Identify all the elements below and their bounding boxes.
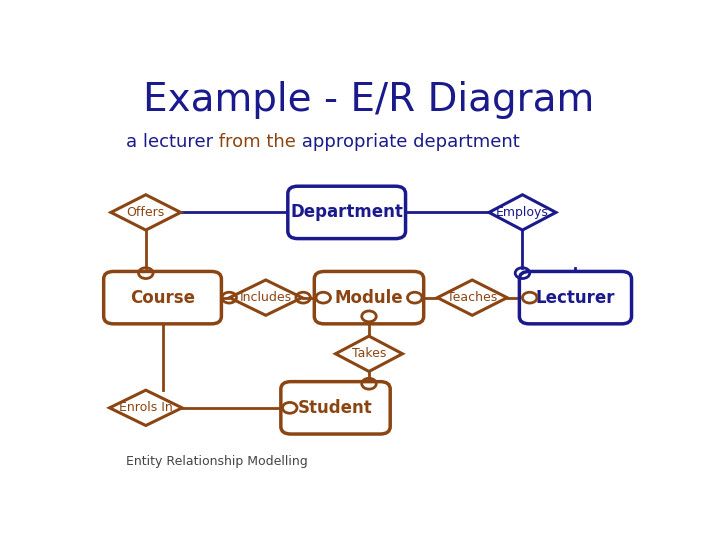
- Text: Includes: Includes: [240, 291, 292, 304]
- Text: Department: Department: [290, 204, 403, 221]
- Polygon shape: [230, 280, 302, 315]
- Text: Enrols In: Enrols In: [119, 401, 173, 414]
- Text: Example - E/R Diagram: Example - E/R Diagram: [143, 81, 595, 119]
- Text: Teaches: Teaches: [447, 291, 498, 304]
- FancyBboxPatch shape: [104, 272, 222, 324]
- FancyBboxPatch shape: [519, 272, 631, 324]
- Text: Course: Course: [130, 289, 195, 307]
- FancyBboxPatch shape: [281, 382, 390, 434]
- Text: Employs: Employs: [496, 206, 549, 219]
- Text: a lecturer: a lecturer: [126, 133, 213, 151]
- Text: Lecturer: Lecturer: [536, 289, 615, 307]
- Text: Offers: Offers: [127, 206, 165, 219]
- Text: from the: from the: [213, 133, 296, 151]
- Text: Module: Module: [335, 289, 403, 307]
- Polygon shape: [437, 280, 507, 315]
- Text: Student: Student: [298, 399, 373, 417]
- Polygon shape: [109, 390, 182, 426]
- Polygon shape: [336, 336, 402, 372]
- Polygon shape: [489, 195, 556, 230]
- Text: appropriate department: appropriate department: [296, 133, 520, 151]
- Polygon shape: [111, 195, 181, 230]
- Text: Takes: Takes: [352, 347, 386, 360]
- FancyBboxPatch shape: [288, 186, 405, 239]
- Text: Entity Relationship Modelling: Entity Relationship Modelling: [126, 455, 308, 468]
- FancyBboxPatch shape: [315, 272, 423, 324]
